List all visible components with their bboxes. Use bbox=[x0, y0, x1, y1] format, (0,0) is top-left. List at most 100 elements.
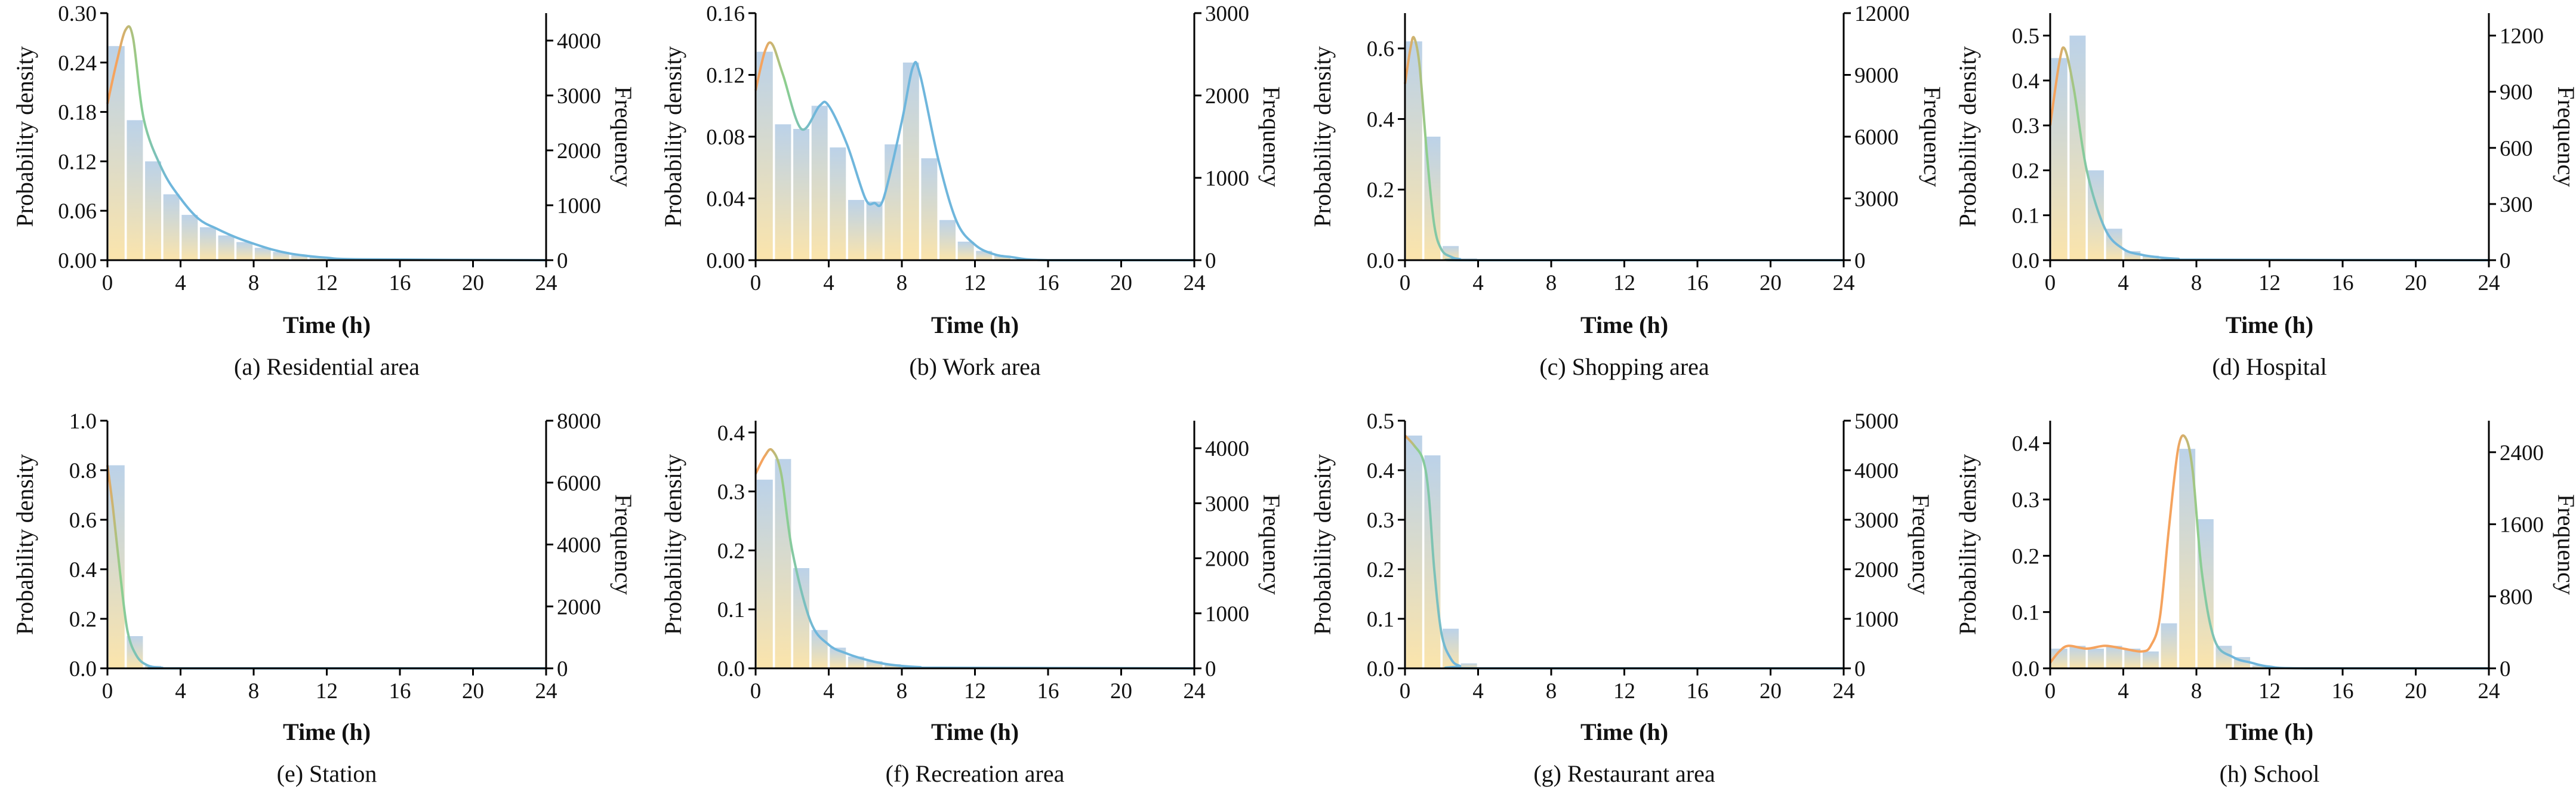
x-tick-label: 12 bbox=[2258, 271, 2281, 295]
histogram-bar bbox=[199, 227, 216, 260]
x-tick-label: 20 bbox=[1110, 271, 1132, 295]
x-tick-label: 12 bbox=[316, 271, 338, 295]
y-tick-label: 0.5 bbox=[2012, 24, 2039, 49]
x-tick-label: 0 bbox=[2045, 679, 2056, 704]
y-tick-label: 0.0 bbox=[2012, 657, 2039, 681]
subplot-caption: (a) Residential area bbox=[234, 353, 420, 380]
y-tick-label: 0.3 bbox=[2012, 114, 2039, 138]
x-tick-label: 12 bbox=[2258, 679, 2281, 704]
histogram-bar bbox=[108, 46, 125, 260]
y2-tick-label: 8000 bbox=[557, 409, 601, 434]
y-axis-title: Probability density bbox=[660, 46, 686, 227]
histogram-bar bbox=[830, 147, 846, 260]
x-tick-label: 24 bbox=[1833, 271, 1855, 295]
subplot-caption: (h) School bbox=[2220, 760, 2320, 787]
y-tick-label: 0.4 bbox=[717, 421, 745, 446]
subplot-caption: (b) Work area bbox=[909, 353, 1041, 380]
histogram-bar bbox=[2106, 646, 2122, 668]
x-tick-label: 12 bbox=[964, 271, 986, 295]
y2-tick-label: 6000 bbox=[1854, 125, 1899, 150]
y-tick-label: 0.16 bbox=[706, 2, 745, 26]
y-tick-label: 0.1 bbox=[717, 598, 745, 622]
x-tick-label: 8 bbox=[248, 679, 260, 704]
y-axis-title: Probability density bbox=[1954, 454, 1981, 635]
y-tick-label: 0.6 bbox=[69, 508, 97, 533]
y-tick-label: 0.0 bbox=[1367, 657, 1394, 681]
y2-tick-label: 1000 bbox=[1205, 602, 1249, 627]
histogram-bar bbox=[885, 664, 901, 668]
y-axis-title: Probability density bbox=[660, 454, 686, 635]
y-tick-label: 0.4 bbox=[1367, 459, 1394, 483]
x-tick-label: 16 bbox=[389, 679, 411, 704]
chart-panel: 0 4 8 12 16 20 24 0.0 0.2 0.4 0.6 0.8 1.0 0 2000 4000 60… bbox=[11, 409, 637, 787]
y-tick-label: 0.2 bbox=[69, 607, 97, 632]
x-tick-label: 4 bbox=[175, 271, 186, 295]
y-tick-label: 0.8 bbox=[69, 459, 97, 483]
y-tick-label: 0.2 bbox=[1367, 558, 1394, 582]
y2-tick-label: 1000 bbox=[1854, 607, 1899, 632]
x-tick-label: 24 bbox=[535, 271, 557, 295]
x-tick-label: 0 bbox=[2045, 271, 2056, 295]
y2-tick-label: 2000 bbox=[1854, 558, 1899, 582]
x-tick-label: 20 bbox=[2405, 679, 2427, 704]
y-tick-label: 0.0 bbox=[69, 657, 97, 681]
y-tick-label: 0.04 bbox=[706, 187, 745, 212]
x-tick-label: 24 bbox=[2478, 271, 2500, 295]
x-tick-label: 4 bbox=[823, 271, 834, 295]
y-tick-label: 0.0 bbox=[2012, 249, 2039, 273]
histogram-bar bbox=[181, 215, 198, 260]
y-tick-label: 0.3 bbox=[717, 480, 745, 505]
subplot-caption: (g) Restaurant area bbox=[1533, 760, 1715, 787]
histogram-bar bbox=[2051, 58, 2067, 260]
y2-tick-label: 1000 bbox=[1205, 166, 1249, 191]
y-tick-label: 0.18 bbox=[58, 101, 97, 125]
y2-tick-label: 1600 bbox=[2500, 513, 2544, 538]
density-curve bbox=[754, 41, 1194, 261]
y-tick-label: 0.06 bbox=[58, 199, 97, 224]
x-tick-label: 0 bbox=[750, 271, 762, 295]
y-tick-label: 0.3 bbox=[2012, 488, 2039, 513]
x-tick-label: 4 bbox=[2118, 679, 2129, 704]
y2-axis-title: Frequency bbox=[1919, 87, 1946, 187]
histogram-bar bbox=[2161, 623, 2177, 668]
histogram-bar bbox=[921, 158, 938, 260]
x-tick-label: 24 bbox=[1184, 679, 1206, 704]
y-tick-label: 0.12 bbox=[58, 150, 97, 174]
x-tick-label: 8 bbox=[896, 679, 908, 704]
y2-tick-label: 3000 bbox=[1854, 508, 1899, 533]
y2-tick-label: 2000 bbox=[557, 139, 601, 164]
x-axis-title: Time (h) bbox=[1580, 311, 1668, 338]
histogram-bar bbox=[291, 255, 308, 260]
histogram-bar bbox=[2142, 651, 2159, 668]
y2-tick-label: 5000 bbox=[1854, 409, 1899, 434]
x-tick-label: 16 bbox=[2332, 679, 2354, 704]
y-tick-label: 0.4 bbox=[1367, 107, 1394, 132]
y2-tick-label: 4000 bbox=[1854, 459, 1899, 483]
chart-panel: 0 4 8 12 16 20 24 0.0 0.1 0.2 0.3 0.4 0 800 1600 2400 Pr… bbox=[1954, 421, 2576, 787]
histogram-bar bbox=[236, 242, 253, 260]
x-tick-label: 20 bbox=[462, 271, 484, 295]
histogram-bar bbox=[163, 194, 180, 260]
y2-tick-label: 3000 bbox=[557, 84, 601, 109]
histogram-bar bbox=[2142, 255, 2159, 260]
chart-panel: 0 4 8 12 16 20 24 0.0 0.1 0.2 0.3 0.4 0.5 0 300 600 900 1… bbox=[1954, 13, 2576, 380]
y2-axis-title: Frequency bbox=[610, 494, 637, 595]
chart-panel: 0 4 8 12 16 20 24 0.0 0.1 0.2 0.3 0.4 0 1000 2000 3000 4… bbox=[660, 421, 1285, 787]
x-tick-label: 16 bbox=[1037, 271, 1059, 295]
histogram-bar bbox=[2088, 648, 2104, 668]
histogram-bar bbox=[145, 161, 162, 260]
x-tick-label: 24 bbox=[535, 679, 557, 704]
x-axis-title: Time (h) bbox=[2226, 718, 2313, 745]
y-tick-label: 0.2 bbox=[2012, 544, 2039, 569]
x-tick-label: 8 bbox=[2191, 679, 2202, 704]
y-tick-label: 0.30 bbox=[58, 2, 97, 26]
density-curve bbox=[2049, 46, 2489, 261]
y-tick-label: 0.4 bbox=[2012, 432, 2039, 456]
histogram-bar bbox=[793, 568, 810, 668]
y2-tick-label: 0 bbox=[557, 657, 568, 681]
y2-tick-label: 0 bbox=[1854, 249, 1866, 273]
x-tick-label: 8 bbox=[1546, 271, 1557, 295]
y-tick-label: 0.4 bbox=[2012, 69, 2039, 94]
y-tick-label: 0.1 bbox=[2012, 204, 2039, 229]
